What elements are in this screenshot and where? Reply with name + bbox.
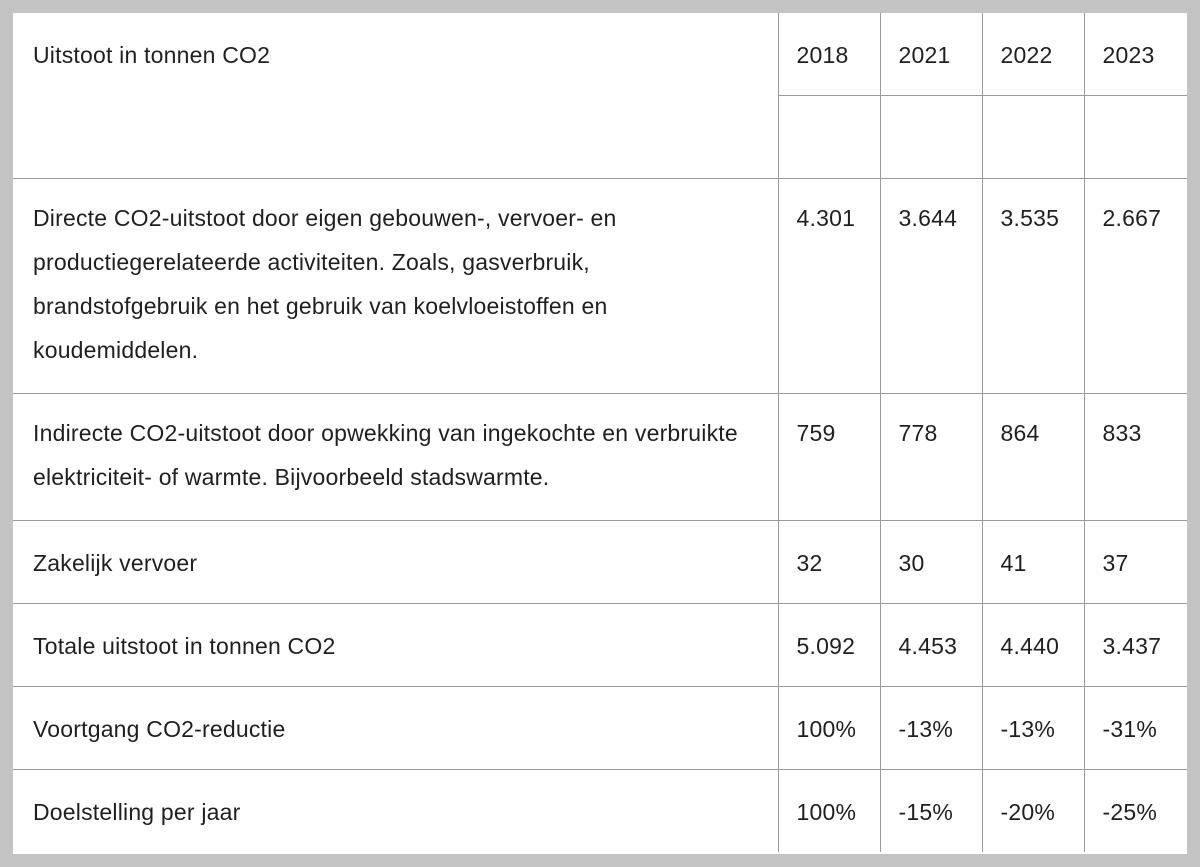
table-row: Totale uitstoot in tonnen CO2 5.092 4.45… xyxy=(13,602,1187,687)
emissions-table: Uitstoot in tonnen CO2 2018 2021 2022 20… xyxy=(13,13,1187,852)
value-cell: -13% xyxy=(879,685,983,770)
value-cell: 32 xyxy=(777,519,881,604)
empty-cell xyxy=(981,94,1085,179)
header-spacer-row xyxy=(13,94,1187,179)
table-container: Uitstoot in tonnen CO2 2018 2021 2022 20… xyxy=(13,13,1187,854)
empty-cell xyxy=(778,94,881,179)
value-cell: -15% xyxy=(879,768,983,852)
header-year-cell: 2021 xyxy=(879,13,983,96)
value-cell: 864 xyxy=(981,392,1085,521)
value-cell: 3.437 xyxy=(1083,602,1187,687)
value-cell: 833 xyxy=(1083,392,1187,521)
value-cell: -20% xyxy=(981,768,1085,852)
value-cell: 778 xyxy=(879,392,983,521)
table-row: Zakelijk vervoer 32 30 41 37 xyxy=(13,519,1187,604)
table-row: Directe CO2-uitstoot door eigen gebouwen… xyxy=(13,177,1187,394)
value-cell: 4.453 xyxy=(879,602,983,687)
value-cell: 100% xyxy=(777,685,881,770)
value-cell: 37 xyxy=(1083,519,1187,604)
table-row: Doelstelling per jaar 100% -15% -20% -25… xyxy=(13,768,1187,852)
row-label: Voortgang CO2-reductie xyxy=(13,685,779,770)
value-cell: -13% xyxy=(981,685,1085,770)
empty-cell xyxy=(879,94,983,179)
row-label: Totale uitstoot in tonnen CO2 xyxy=(13,602,779,687)
table-row: Indirecte CO2-uitstoot door opwekking va… xyxy=(13,392,1187,521)
value-cell: 30 xyxy=(879,519,983,604)
value-cell: 3.535 xyxy=(981,177,1085,394)
value-cell: 759 xyxy=(777,392,881,521)
value-cell: 4.440 xyxy=(981,602,1085,687)
row-label: Zakelijk vervoer xyxy=(13,519,779,604)
value-cell: 4.301 xyxy=(777,177,881,394)
row-label: Directe CO2-uitstoot door eigen gebouwen… xyxy=(13,177,779,394)
value-cell: 2.667 xyxy=(1083,177,1187,394)
value-cell: 100% xyxy=(777,768,881,852)
value-cell: 5.092 xyxy=(777,602,881,687)
value-cell: -25% xyxy=(1083,768,1187,852)
table-row: Voortgang CO2-reductie 100% -13% -13% -3… xyxy=(13,685,1187,770)
header-label-cell: Uitstoot in tonnen CO2 xyxy=(13,13,779,179)
header-year-cell: 2022 xyxy=(981,13,1085,96)
empty-cell xyxy=(1083,94,1187,179)
value-cell: 41 xyxy=(981,519,1085,604)
value-cell: 3.644 xyxy=(879,177,983,394)
table-header-row: Uitstoot in tonnen CO2 2018 2021 2022 20… xyxy=(13,13,1187,179)
header-year-cell: 2023 xyxy=(1083,13,1187,96)
value-cell: -31% xyxy=(1083,685,1187,770)
row-label: Doelstelling per jaar xyxy=(13,768,779,852)
row-label: Indirecte CO2-uitstoot door opwekking va… xyxy=(13,392,779,521)
header-year-cell: 2018 xyxy=(777,13,881,96)
